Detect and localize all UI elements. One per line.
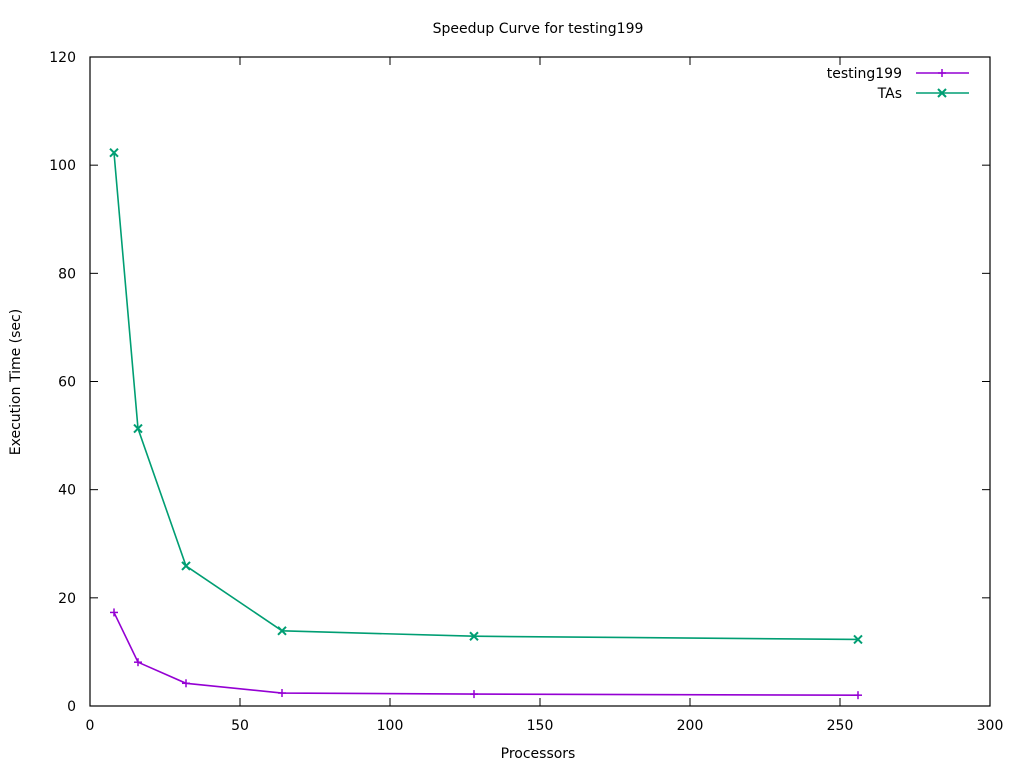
series-testing199 xyxy=(110,608,862,700)
chart-title: Speedup Curve for testing199 xyxy=(433,21,644,37)
y-tick-label: 0 xyxy=(67,699,76,715)
data-point-b xyxy=(133,423,143,434)
x-axis-label: Processors xyxy=(501,746,576,762)
legend-label: testing199 xyxy=(827,66,902,82)
y-tick-label: 20 xyxy=(58,591,76,607)
plot-area xyxy=(109,148,863,700)
axes: 0 50 100 150 200 250 300 0 20 40 60 80 100 120 xyxy=(49,50,1003,734)
x-tick-label: 50 xyxy=(231,718,249,734)
x-tick-label: 250 xyxy=(827,718,854,734)
plot-frame xyxy=(89,56,991,707)
series-line xyxy=(113,612,859,696)
legend-label: TAs xyxy=(877,86,902,102)
y-tick-label: 80 xyxy=(58,266,76,282)
x-tick-label: 200 xyxy=(677,718,704,734)
y-axis-label: Execution Time (sec) xyxy=(8,309,24,455)
y-tick-label: 120 xyxy=(49,50,76,66)
series-line xyxy=(113,152,859,641)
y-tick-label: 40 xyxy=(58,483,76,499)
x-tick-label: 150 xyxy=(527,718,554,734)
x-tick-label: 0 xyxy=(86,718,95,734)
data-point-b xyxy=(277,626,287,636)
data-point-b xyxy=(469,631,479,641)
x-tick-label: 100 xyxy=(377,718,404,734)
x-tick-label: 300 xyxy=(977,718,1004,734)
y-tick-label: 100 xyxy=(49,158,76,174)
data-point-b xyxy=(853,634,863,645)
y-tick-label: 60 xyxy=(58,375,76,391)
data-point-b xyxy=(109,148,119,158)
legend-marker-b xyxy=(937,88,947,98)
series-tas xyxy=(109,148,863,645)
legend: testing199 TAs xyxy=(827,66,969,102)
data-point-b xyxy=(181,561,191,571)
